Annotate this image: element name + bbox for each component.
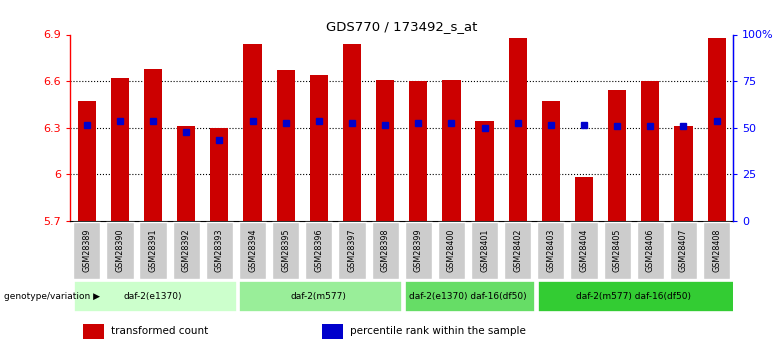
Text: GSM28402: GSM28402 [513, 228, 523, 272]
Bar [442, 80, 460, 221]
FancyBboxPatch shape [371, 222, 399, 279]
FancyBboxPatch shape [73, 222, 101, 279]
Text: genotype/variation ▶: genotype/variation ▶ [4, 292, 100, 301]
Text: daf-2(e1370): daf-2(e1370) [124, 292, 183, 301]
Text: GSM28407: GSM28407 [679, 228, 688, 272]
FancyBboxPatch shape [504, 222, 531, 279]
FancyBboxPatch shape [405, 281, 535, 312]
FancyBboxPatch shape [172, 222, 200, 279]
Text: GSM28389: GSM28389 [82, 228, 91, 272]
FancyBboxPatch shape [604, 222, 631, 279]
FancyBboxPatch shape [339, 222, 366, 279]
FancyBboxPatch shape [636, 222, 664, 279]
Text: transformed count: transformed count [111, 326, 208, 336]
Bar [322, 324, 343, 339]
Text: GSM28391: GSM28391 [148, 228, 158, 272]
Bar [675, 126, 693, 221]
Text: percentile rank within the sample: percentile rank within the sample [349, 326, 526, 336]
FancyBboxPatch shape [537, 222, 565, 279]
Bar [707, 38, 725, 221]
Text: GSM28406: GSM28406 [646, 228, 655, 272]
FancyBboxPatch shape [305, 222, 332, 279]
Bar [78, 101, 96, 221]
Text: GSM28390: GSM28390 [115, 228, 125, 272]
FancyBboxPatch shape [570, 222, 597, 279]
Text: GSM28396: GSM28396 [314, 228, 324, 272]
Bar [177, 126, 195, 221]
Bar [509, 38, 526, 221]
FancyBboxPatch shape [703, 222, 730, 279]
Bar [144, 69, 162, 221]
Bar [211, 128, 229, 221]
Bar [83, 324, 105, 339]
Text: GSM28399: GSM28399 [413, 228, 423, 272]
Text: GSM28395: GSM28395 [281, 228, 290, 272]
Bar [476, 121, 494, 221]
Bar [410, 81, 427, 221]
Bar [542, 101, 560, 221]
Bar [277, 70, 295, 221]
Text: GSM28401: GSM28401 [480, 228, 489, 272]
Bar [111, 78, 129, 221]
Title: GDS770 / 173492_s_at: GDS770 / 173492_s_at [326, 20, 477, 33]
Text: daf-2(m577): daf-2(m577) [291, 292, 347, 301]
Bar [608, 90, 626, 221]
FancyBboxPatch shape [438, 222, 465, 279]
Text: GSM28408: GSM28408 [712, 228, 722, 272]
Text: GSM28394: GSM28394 [248, 228, 257, 272]
FancyBboxPatch shape [471, 222, 498, 279]
Bar [343, 44, 361, 221]
Bar [243, 44, 261, 221]
FancyBboxPatch shape [537, 281, 734, 312]
Text: GSM28400: GSM28400 [447, 228, 456, 272]
FancyBboxPatch shape [670, 222, 697, 279]
Text: daf-2(m577) daf-16(df50): daf-2(m577) daf-16(df50) [576, 292, 691, 301]
FancyBboxPatch shape [140, 222, 167, 279]
Bar [376, 80, 394, 221]
FancyBboxPatch shape [206, 222, 233, 279]
Text: GSM28403: GSM28403 [546, 228, 555, 272]
Text: GSM28404: GSM28404 [580, 228, 589, 272]
Text: GSM28398: GSM28398 [381, 228, 390, 272]
FancyBboxPatch shape [272, 222, 300, 279]
FancyBboxPatch shape [405, 222, 432, 279]
FancyBboxPatch shape [239, 281, 402, 312]
Bar [575, 177, 593, 221]
Text: GSM28397: GSM28397 [347, 228, 356, 272]
Text: GSM28393: GSM28393 [215, 228, 224, 272]
FancyBboxPatch shape [106, 222, 133, 279]
Bar [310, 75, 328, 221]
FancyBboxPatch shape [73, 281, 236, 312]
Text: GSM28392: GSM28392 [182, 228, 191, 272]
FancyBboxPatch shape [239, 222, 266, 279]
Text: GSM28405: GSM28405 [612, 228, 622, 272]
Text: daf-2(e1370) daf-16(df50): daf-2(e1370) daf-16(df50) [410, 292, 526, 301]
Bar [641, 81, 659, 221]
